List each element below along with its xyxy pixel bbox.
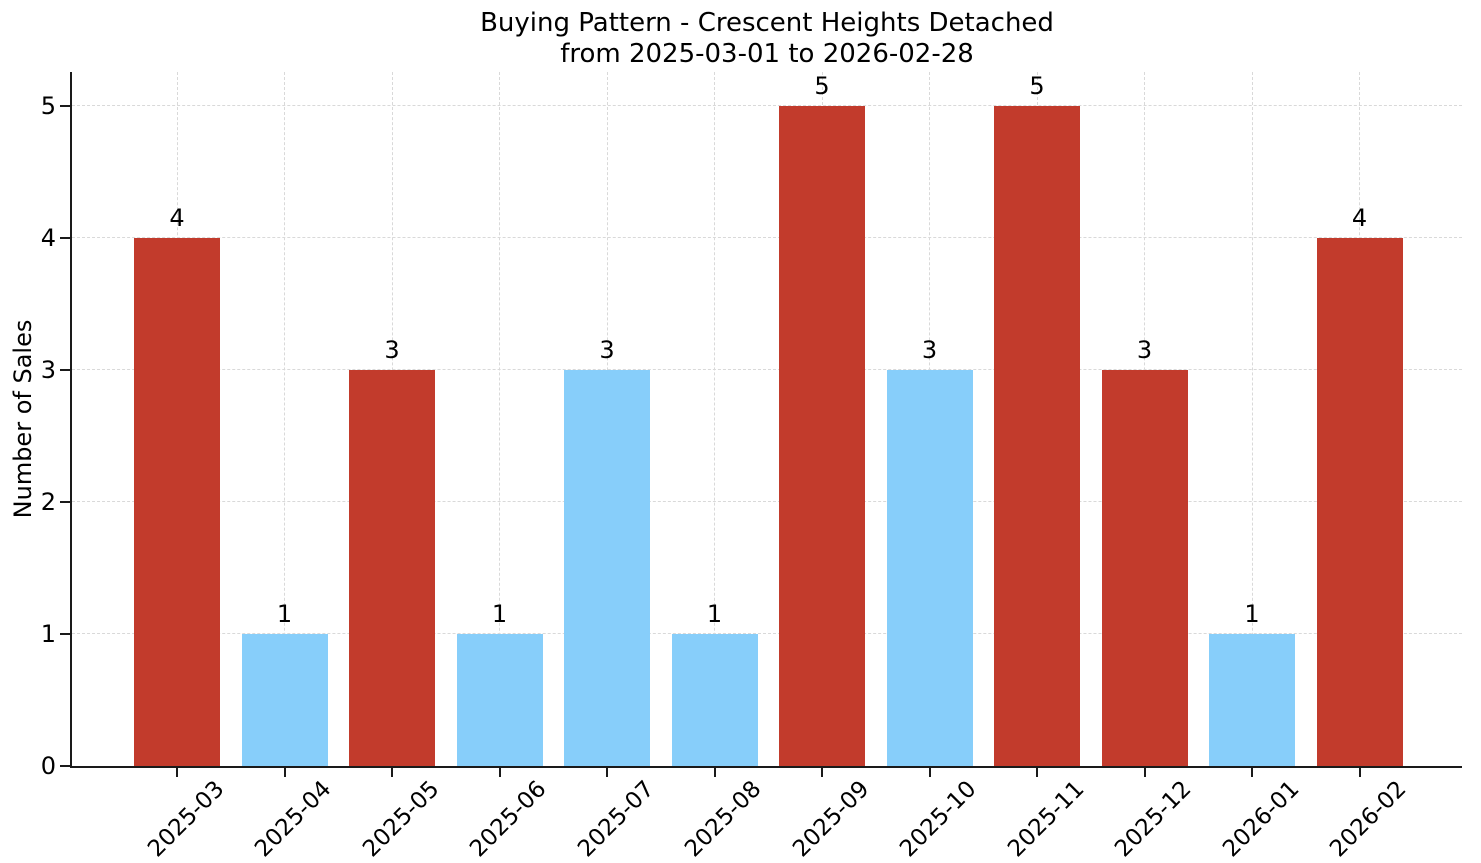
gridline-horizontal (72, 501, 1462, 502)
x-tick-label-text: 2025-08 (680, 776, 767, 863)
x-tick-label-text: 2025-05 (358, 776, 445, 863)
x-tick (176, 768, 178, 777)
y-tick (60, 105, 70, 107)
y-tick (60, 633, 70, 635)
bar (671, 634, 758, 766)
x-tick (1036, 768, 1038, 777)
chart-subtitle: from 2025-03-01 to 2026-02-28 (560, 39, 974, 69)
y-tick-label: 1 (40, 620, 56, 648)
y-tick-label: 3 (40, 356, 56, 384)
bar (564, 370, 650, 766)
bar-value-label: 3 (921, 336, 938, 364)
y-tick (60, 765, 70, 767)
x-tick-label-text: 2025-04 (250, 776, 337, 863)
bar-value-label: 4 (1351, 204, 1368, 232)
bar-value-label: 5 (1029, 72, 1045, 100)
bar (886, 370, 973, 766)
bar (994, 106, 1080, 766)
x-tick (928, 768, 931, 777)
x-tick (713, 768, 716, 777)
x-tick (1358, 768, 1361, 777)
bar-value-label: 1 (276, 600, 293, 628)
chart-title: Buying Pattern - Crescent Heights Detach… (480, 8, 1054, 38)
bar-value-label: 3 (1136, 336, 1153, 364)
bar (134, 238, 220, 766)
gridline-vertical (284, 72, 285, 766)
plot-area: 0 1 2 3 4 5 4 1 3 1 3 1 5 3 5 3 1 4 2025-03 2025-04 2025-05 2… (41, 72, 1462, 862)
chart-title-block: Buying Pattern - Crescent Heights Detach… (72, 8, 1462, 70)
x-tick (606, 768, 608, 777)
x-tick-label-text: 2025-03 (143, 776, 230, 863)
x-tick-label-text: 2025-06 (465, 776, 552, 863)
x-tick-label-text: 2026-01 (1218, 776, 1305, 863)
x-tick (821, 768, 823, 777)
x-tick (1251, 768, 1253, 777)
y-axis-label: Number of Sales (9, 319, 37, 519)
x-tick-label-text: 2025-12 (1110, 776, 1197, 863)
bar (1209, 634, 1295, 766)
x-tick-label-text: 2025-10 (895, 776, 982, 863)
bar (1101, 370, 1188, 766)
bar-value-label: 4 (169, 204, 185, 232)
gridline-horizontal (72, 105, 1462, 106)
y-tick (60, 237, 70, 239)
y-tick (60, 369, 70, 371)
x-tick (1143, 768, 1146, 777)
gridline-vertical (714, 72, 715, 766)
x-tick (498, 768, 501, 777)
x-tick-label-text: 2025-09 (788, 776, 875, 863)
y-tick-label: 2 (40, 488, 56, 516)
bar-value-label: 3 (599, 336, 615, 364)
gridline-vertical (499, 72, 500, 766)
gridline-horizontal (72, 237, 1462, 238)
y-tick-label: 5 (40, 92, 56, 120)
x-tick-label-text: 2025-07 (573, 776, 660, 863)
bar (456, 634, 543, 766)
gridline-vertical (1251, 72, 1253, 766)
bar-value-label: 5 (814, 72, 830, 100)
y-tick-label: 4 (40, 224, 56, 252)
x-tick-label-text: 2025-11 (1003, 776, 1090, 863)
gridline-horizontal (72, 369, 1462, 370)
gridline-horizontal (72, 633, 1462, 634)
bar-value-label: 1 (1244, 600, 1260, 628)
bar (241, 634, 328, 766)
x-tick (283, 768, 286, 777)
x-tick-label-text: 2026-02 (1325, 776, 1412, 863)
bar (779, 106, 865, 766)
y-tick (60, 501, 70, 503)
bar-value-label: 1 (706, 600, 723, 628)
bar-value-label: 1 (491, 600, 508, 628)
y-tick-label: 0 (40, 752, 56, 780)
bar-value-label: 3 (384, 336, 400, 364)
bar (1316, 238, 1403, 766)
bar (349, 370, 435, 766)
x-tick (391, 768, 393, 777)
